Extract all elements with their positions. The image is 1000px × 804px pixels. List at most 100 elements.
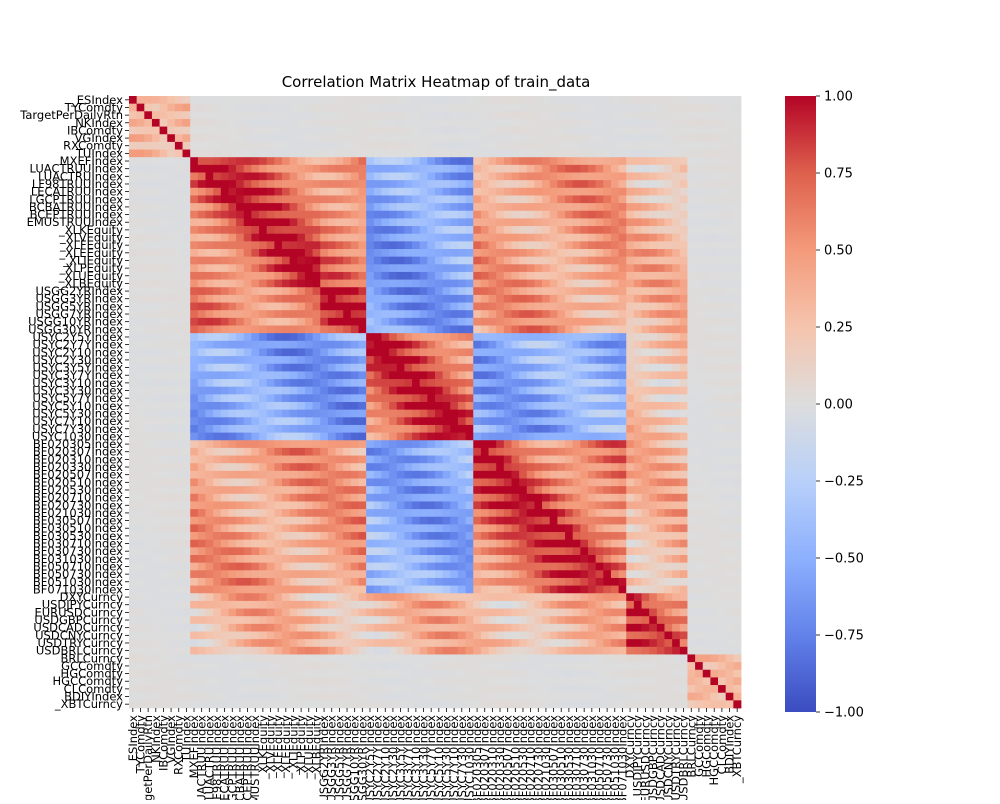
heatmap-cell: [557, 264, 566, 273]
heatmap-cell: [312, 501, 321, 510]
heatmap-cell: [243, 241, 252, 250]
heatmap-cell: [312, 172, 321, 181]
heatmap-cell: [534, 241, 543, 250]
heatmap-cell: [151, 493, 160, 502]
heatmap-cell: [427, 210, 436, 219]
heatmap-cell: [228, 509, 237, 518]
heatmap-cell: [710, 371, 719, 380]
heatmap-cell: [190, 562, 199, 571]
heatmap-cell: [641, 210, 650, 219]
heatmap-cell: [259, 203, 268, 212]
heatmap-cell: [710, 333, 719, 342]
heatmap-cell: [274, 203, 283, 212]
heatmap-cell: [366, 118, 375, 127]
heatmap-cell: [687, 424, 696, 433]
heatmap-cell: [197, 118, 206, 127]
heatmap-cell: [412, 394, 421, 403]
heatmap-cell: [274, 210, 283, 219]
heatmap-cell: [274, 463, 283, 472]
heatmap-cell: [174, 271, 183, 280]
heatmap-cell: [526, 141, 535, 150]
heatmap-cell: [473, 333, 482, 342]
heatmap-cell: [144, 271, 153, 280]
heatmap-cell: [641, 447, 650, 456]
heatmap-cell: [480, 294, 489, 303]
heatmap-cell: [259, 279, 268, 288]
heatmap-cell: [343, 317, 352, 326]
heatmap-cell: [603, 203, 612, 212]
heatmap-cell: [167, 486, 176, 495]
heatmap-cell: [435, 547, 444, 556]
heatmap-cell: [228, 478, 237, 487]
heatmap-cell: [243, 149, 252, 158]
heatmap-cell: [412, 463, 421, 472]
heatmap-cell: [465, 386, 474, 395]
heatmap-cell: [542, 233, 551, 242]
heatmap-cell: [672, 371, 681, 380]
heatmap-cell: [144, 118, 153, 127]
heatmap-cell: [610, 157, 619, 166]
heatmap-cell: [488, 379, 497, 388]
heatmap-cell: [213, 96, 222, 105]
heatmap-cell: [549, 547, 558, 556]
heatmap-cell: [144, 187, 153, 196]
heatmap-cell: [442, 463, 451, 472]
heatmap-cell: [641, 96, 650, 105]
heatmap-cell: [718, 516, 727, 525]
heatmap-cell: [626, 249, 635, 258]
heatmap-cell: [565, 532, 574, 541]
heatmap-cell: [672, 210, 681, 219]
heatmap-cell: [526, 432, 535, 441]
heatmap-cell: [526, 516, 535, 525]
heatmap-cell: [442, 103, 451, 112]
heatmap-cell: [251, 141, 260, 150]
heatmap-cell: [718, 539, 727, 548]
heatmap-cell: [266, 379, 275, 388]
heatmap-cell: [503, 539, 512, 548]
heatmap-cell: [442, 180, 451, 189]
heatmap-cell: [557, 394, 566, 403]
heatmap-cell: [335, 317, 344, 326]
heatmap-cell: [419, 256, 428, 265]
heatmap-cell: [389, 455, 398, 464]
heatmap-cell: [572, 447, 581, 456]
heatmap-cell: [664, 455, 673, 464]
heatmap-cell: [702, 524, 711, 533]
heatmap-cell: [335, 340, 344, 349]
heatmap-cell: [197, 333, 206, 342]
heatmap-cell: [197, 356, 206, 365]
heatmap-cell: [327, 424, 336, 433]
heatmap-cell: [159, 325, 168, 334]
heatmap-cell: [282, 172, 291, 181]
heatmap-cell: [633, 386, 642, 395]
heatmap-cell: [580, 470, 589, 479]
heatmap-cell: [588, 447, 597, 456]
heatmap-cell: [633, 463, 642, 472]
heatmap-cell: [129, 447, 138, 456]
heatmap-cell: [679, 226, 688, 235]
heatmap-cell: [503, 371, 512, 380]
heatmap-cell: [511, 455, 520, 464]
heatmap-cell: [144, 218, 153, 227]
heatmap-cell: [243, 302, 252, 311]
heatmap-cell: [220, 493, 229, 502]
heatmap-cell: [167, 555, 176, 564]
heatmap-cell: [167, 333, 176, 342]
heatmap-cell: [633, 524, 642, 533]
heatmap-cell: [633, 302, 642, 311]
heatmap-cell: [259, 195, 268, 204]
heatmap-cell: [251, 501, 260, 510]
heatmap-cell: [236, 141, 245, 150]
heatmap-cell: [695, 547, 704, 556]
heatmap-cell: [519, 447, 528, 456]
heatmap-cell: [243, 562, 252, 571]
heatmap-cell: [205, 371, 214, 380]
heatmap-cell: [503, 118, 512, 127]
heatmap-cell: [526, 302, 535, 311]
heatmap-cell: [312, 310, 321, 319]
heatmap-cell: [144, 394, 153, 403]
heatmap-cell: [251, 294, 260, 303]
heatmap-cell: [572, 126, 581, 135]
heatmap-cell: [259, 111, 268, 120]
heatmap-cell: [228, 539, 237, 548]
